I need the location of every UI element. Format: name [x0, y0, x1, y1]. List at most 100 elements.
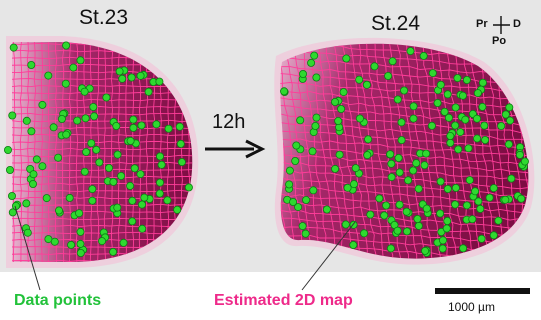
orientation-bottom-label: Po [492, 35, 507, 47]
data-point [75, 209, 84, 218]
map-mesh-line [12, 42, 16, 262]
data-point [406, 47, 415, 56]
data-point [92, 145, 101, 154]
data-point [89, 103, 98, 112]
orientation-right-label: D [513, 18, 521, 30]
data-point [395, 168, 404, 177]
data-point [113, 203, 122, 212]
data-point [98, 237, 107, 246]
map-mesh-line [459, 43, 492, 259]
data-point [443, 216, 452, 225]
data-point [298, 222, 307, 231]
data-point [515, 150, 524, 159]
data-point [412, 159, 421, 168]
data-point [451, 183, 460, 192]
data-point [464, 144, 473, 153]
data-points-leader [14, 205, 41, 291]
map-mesh-line [12, 217, 193, 221]
data-point [301, 229, 310, 238]
data-point [176, 139, 185, 148]
data-point [504, 140, 513, 149]
data-point [298, 70, 307, 79]
data-point [23, 228, 32, 237]
data-point [115, 67, 124, 76]
data-point [119, 238, 128, 247]
data-point [360, 229, 369, 238]
data-point [473, 89, 482, 98]
data-point [402, 207, 411, 216]
data-point [117, 171, 126, 180]
data-point [364, 135, 373, 144]
map-mesh-line [12, 203, 193, 207]
data-point [6, 165, 14, 174]
data-point [76, 227, 85, 236]
map-mesh-line [280, 200, 529, 222]
map-mesh-line [280, 64, 529, 87]
map-mesh-line [280, 120, 529, 143]
data-point [456, 128, 465, 137]
data-point [454, 145, 463, 154]
data-point [480, 121, 489, 130]
data-point [387, 173, 396, 182]
map-mesh-line [145, 42, 149, 262]
map-mesh-line [12, 196, 193, 200]
map-mesh-line [12, 119, 193, 123]
data-point [152, 120, 161, 129]
map-mesh-line [12, 140, 193, 144]
right-data-points [280, 47, 529, 257]
map-mesh-line [280, 176, 529, 199]
data-point [310, 51, 319, 60]
scale-bar [435, 288, 530, 294]
data-point [280, 87, 289, 96]
data-point [307, 58, 316, 67]
data-point [413, 214, 422, 223]
map-mesh-line [12, 112, 193, 116]
data-point [409, 166, 418, 175]
map-mesh-line [54, 42, 58, 262]
data-point [90, 112, 99, 121]
data-point [517, 194, 526, 203]
data-point [485, 193, 494, 202]
data-point [155, 178, 164, 187]
data-point [393, 226, 402, 235]
data-point [458, 91, 467, 100]
map-mesh-line [40, 42, 44, 262]
data-point [453, 74, 462, 83]
data-point [309, 186, 318, 195]
data-point [507, 174, 516, 183]
data-point [404, 176, 413, 185]
data-point [388, 57, 397, 66]
data-point [80, 87, 89, 96]
data-point [88, 196, 97, 205]
data-point [118, 74, 127, 83]
data-point [62, 41, 71, 50]
map-mesh-line [291, 43, 323, 259]
data-point [386, 244, 395, 253]
data-point [397, 136, 406, 145]
map-mesh-line [61, 42, 65, 262]
data-point [163, 196, 172, 205]
data-point [95, 158, 104, 167]
map-mesh-line [110, 42, 114, 262]
data-point [343, 183, 352, 192]
data-point [164, 124, 173, 133]
data-point [126, 136, 135, 145]
data-point [76, 248, 85, 257]
data-point [155, 152, 164, 161]
estimated-map-legend: Estimated 2D map [214, 292, 353, 309]
left-data-points [4, 41, 193, 257]
data-point [55, 206, 64, 215]
data-point [395, 200, 404, 209]
data-point [438, 244, 447, 253]
data-point [393, 95, 402, 104]
data-point [436, 80, 445, 89]
data-point [489, 231, 498, 240]
data-point [462, 201, 471, 210]
map-mesh-line [47, 42, 51, 262]
map-mesh-line [89, 42, 93, 262]
arrow-head [245, 139, 266, 159]
data-point [62, 130, 71, 139]
right-panel [274, 37, 535, 265]
data-point [461, 115, 470, 124]
data-point [506, 116, 515, 125]
